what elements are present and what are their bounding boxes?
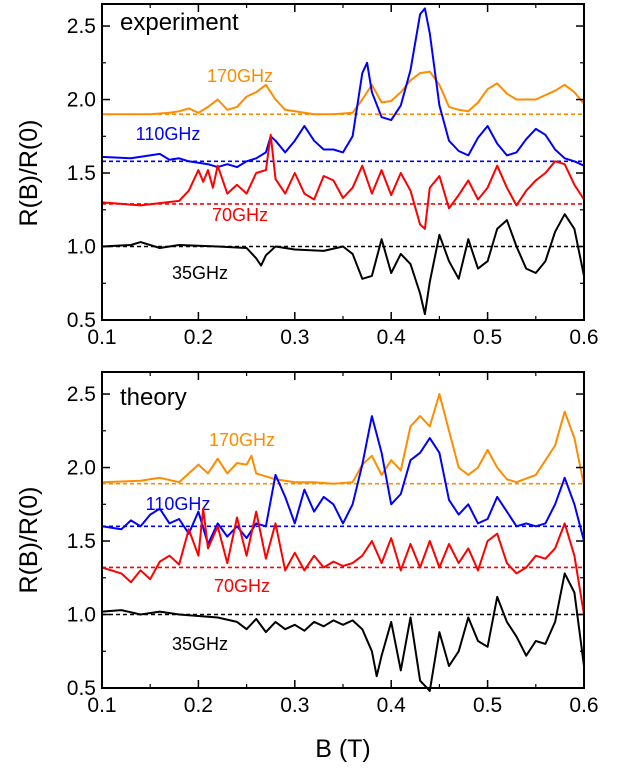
x-tick-label-0.3: 0.3 <box>280 326 309 349</box>
series-label-35GHz: 35GHz <box>172 634 228 654</box>
series-line-35GHz <box>101 213 585 316</box>
x-tick-label-0.5: 0.5 <box>473 694 502 717</box>
series-line-110GHz <box>101 7 585 169</box>
series-label-70GHz: 70GHz <box>214 576 270 596</box>
series-label-110GHz: 110GHz <box>146 494 211 514</box>
x-axis-title: B (T) <box>315 735 371 763</box>
y-tick-label-0.5: 0.5 <box>67 309 96 332</box>
series-line-70GHz <box>101 507 585 615</box>
series-label-70GHz: 70GHz <box>212 205 268 225</box>
y-tick-label-1.5: 1.5 <box>67 162 96 185</box>
series-label-170GHz: 170GHz <box>207 66 273 86</box>
panel-title-experiment: experiment <box>120 9 239 36</box>
x-tick-label-0.1: 0.1 <box>87 694 116 717</box>
series-label-110GHz: 110GHz <box>136 124 201 144</box>
series-line-110GHz <box>101 415 585 545</box>
y-axis-title-theory: R(B)/R(0) <box>15 487 43 594</box>
y-axis-title-experiment: R(B)/R(0) <box>15 120 43 227</box>
y-tick-label-2.0: 2.0 <box>67 89 96 112</box>
x-tick-label-0.6: 0.6 <box>569 326 598 349</box>
y-tick-label-0.5: 0.5 <box>67 677 96 700</box>
panel-title-theory: theory <box>120 384 187 411</box>
x-tick-label-0.6: 0.6 <box>569 694 598 717</box>
x-tick-label-0.4: 0.4 <box>377 326 407 349</box>
series-label-170GHz: 170GHz <box>209 430 275 450</box>
experiment-series-layer: 170GHz 110GHz 70GHz 35GHz <box>101 7 585 316</box>
series-line-70GHz <box>101 133 585 230</box>
y-tick-label-2.5: 2.5 <box>67 383 96 406</box>
y-tick-label-1.0: 1.0 <box>67 236 96 259</box>
y-tick-label-2.5: 2.5 <box>67 15 96 38</box>
series-line-170GHz <box>101 393 585 486</box>
y-tick-label-1.0: 1.0 <box>67 604 96 627</box>
experiment-ticks: 0.1 0.2 0.3 0.4 0.5 0.6 0.5 1.0 1.5 2.0 2.5 <box>67 4 599 349</box>
theory-ticks: 0.1 0.2 0.3 0.4 0.5 0.6 0.5 1.0 1.5 2.0 2.5 <box>67 372 599 717</box>
x-tick-label-0.3: 0.3 <box>280 694 309 717</box>
y-tick-label-1.5: 1.5 <box>67 530 96 553</box>
x-tick-label-0.5: 0.5 <box>473 326 502 349</box>
x-tick-label-0.2: 0.2 <box>184 694 213 717</box>
series-line-35GHz <box>101 572 585 692</box>
x-tick-label-0.4: 0.4 <box>377 694 407 717</box>
x-tick-label-0.2: 0.2 <box>184 326 213 349</box>
series-label-35GHz: 35GHz <box>172 263 228 283</box>
y-tick-label-2.0: 2.0 <box>67 457 96 480</box>
series-line-170GHz <box>102 70 585 116</box>
x-tick-label-0.1: 0.1 <box>87 326 116 349</box>
theory-series-layer: 170GHz 110GHz 70GHz 35GHz <box>101 393 585 692</box>
